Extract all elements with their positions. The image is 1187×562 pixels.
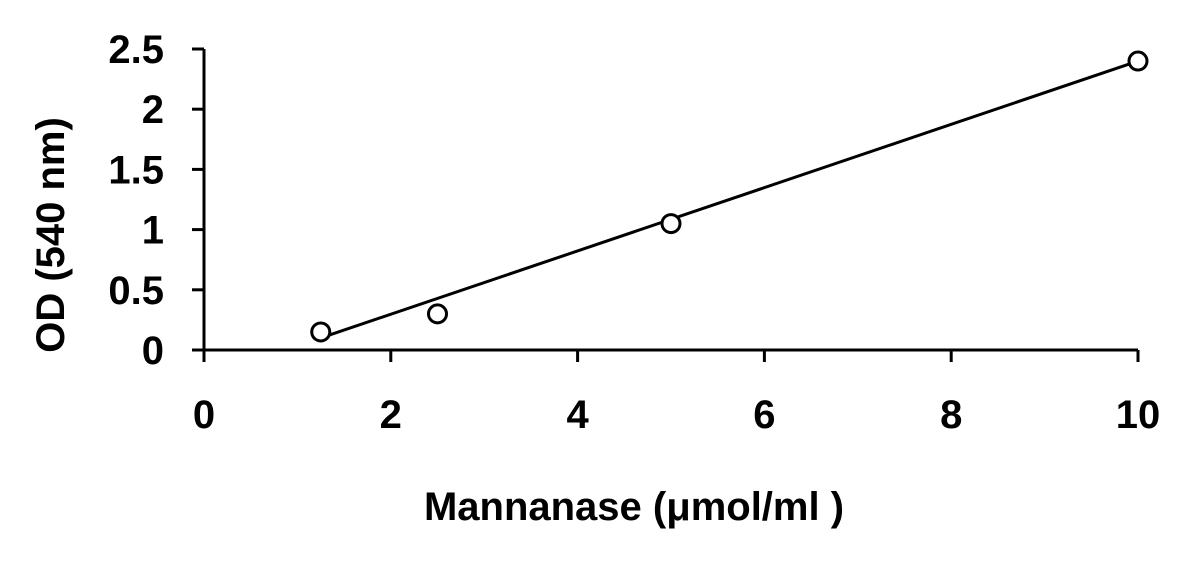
x-tick-label: 8: [940, 393, 962, 437]
y-axis-ticks: 0 0.5 1 1.5 2 2.5: [108, 28, 204, 373]
x-tick-label: 2: [380, 393, 402, 437]
data-points: [310, 50, 1149, 343]
y-tick-label: 1.5: [108, 148, 164, 192]
trendline-group: [320, 59, 1139, 340]
y-tick-label: 2.5: [108, 28, 164, 72]
y-tick-label: 2: [142, 88, 164, 132]
x-tick-label: 4: [566, 393, 589, 437]
data-point: [1127, 50, 1149, 72]
x-tick-label: 10: [1116, 393, 1161, 437]
y-axis-title: OD (540 nm): [29, 117, 73, 353]
x-tick-label: 0: [193, 393, 215, 437]
data-point: [660, 213, 682, 235]
y-tick-label: 0: [142, 329, 164, 373]
data-point: [427, 303, 448, 325]
x-axis-ticks: 0 2 4 6 8 10: [193, 350, 1160, 437]
x-tick-label: 6: [753, 393, 775, 437]
y-tick-label: 1: [142, 209, 164, 253]
y-tick-label: 0.5: [108, 269, 164, 313]
data-point: [310, 321, 332, 343]
x-axis-title: Mannanase (μmol/ml ): [424, 485, 844, 529]
trendline: [320, 59, 1139, 340]
